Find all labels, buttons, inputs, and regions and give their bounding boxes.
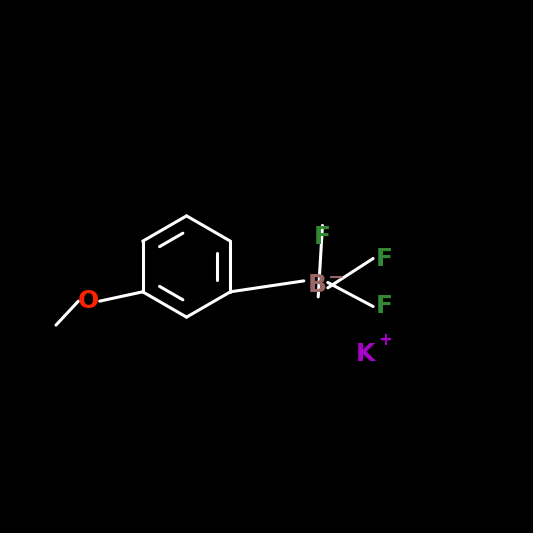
- Text: K: K: [356, 342, 375, 367]
- Text: O: O: [77, 289, 99, 313]
- Text: +: +: [378, 330, 392, 349]
- Text: F: F: [375, 294, 392, 319]
- Text: −: −: [328, 268, 344, 287]
- Text: F: F: [314, 225, 331, 249]
- Text: B: B: [308, 273, 327, 297]
- Text: F: F: [375, 246, 392, 271]
